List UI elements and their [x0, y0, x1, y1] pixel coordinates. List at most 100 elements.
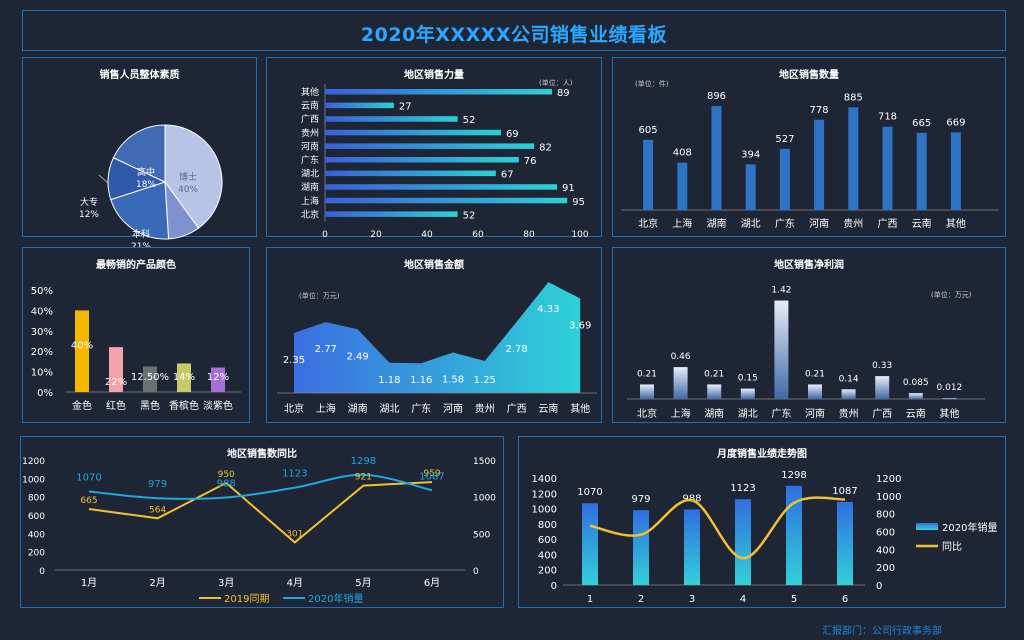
unit-note: (单位：万元)	[931, 290, 972, 299]
bar	[908, 393, 923, 399]
bar	[143, 366, 157, 392]
value-label: 778	[810, 105, 829, 116]
y-left-tick-label: 400	[538, 550, 557, 561]
bar	[325, 116, 458, 122]
value-label: 988	[682, 493, 701, 504]
line-series-2019	[88, 481, 433, 544]
value-label: 12.50%	[131, 372, 169, 383]
category-label: 4月	[287, 577, 303, 589]
value-label: 12%	[207, 372, 229, 383]
slice-label: 博士	[179, 171, 197, 183]
value-label: 0.14	[839, 374, 859, 384]
slice-value: 40%	[178, 185, 198, 195]
value-label: 1.18	[378, 375, 400, 386]
y-right-tick-label: 0	[473, 567, 479, 577]
pie-slice	[110, 181, 170, 240]
category-label: 河南	[805, 407, 825, 420]
panel-yoy: 地区销售数同比 0 200 400 600 800 1000 1200 0 500 1000 150…	[20, 436, 504, 608]
bar-chart-profit: (单位：万元) 0.21 北京 0.46 上海 0.21 湖南 0.15 湖北 1.42 广东 0.2…	[627, 286, 985, 420]
category-label: 1	[587, 594, 593, 605]
chart-title: 地区销售数量	[779, 70, 839, 81]
category-label: 淡紫色	[203, 399, 233, 412]
y-right-tick-label: 400	[876, 545, 895, 556]
value-label: 1.16	[410, 375, 432, 386]
category-label: 红色	[106, 399, 126, 412]
page-title: 2020年XXXXX公司销售业绩看板	[360, 24, 668, 46]
value-label: 669	[946, 117, 965, 128]
value-label: 40%	[71, 340, 93, 351]
bar	[325, 129, 501, 136]
category-label: 贵州	[475, 402, 495, 415]
value-label: 14%	[173, 372, 195, 383]
unit-note: (单位：人)	[539, 78, 573, 87]
category-label: 贵州	[301, 127, 319, 139]
category-label: 1月	[81, 577, 97, 589]
leader-line	[98, 174, 110, 185]
bar	[841, 389, 856, 399]
unit-note: (单位：万元)	[299, 291, 340, 300]
value-label: 0.21	[805, 369, 825, 379]
y-left-tick-label: 200	[28, 549, 45, 559]
bar-chart-quantity: (单位：件) 605 北京 408 上海 896 湖南 394 湖北 527 广东 778 河南 885 贵…	[621, 79, 999, 230]
pie-slice	[164, 124, 223, 229]
category-label: 5	[791, 594, 797, 605]
value-label: 1123	[730, 483, 755, 494]
y-left-tick-label: 1200	[532, 489, 557, 500]
category-label: 湖北	[379, 403, 399, 415]
bar	[707, 384, 722, 399]
slice-value: 12%	[79, 210, 99, 220]
line-series-yoy	[589, 496, 846, 560]
legend-label-2020: 2020年销量	[308, 592, 363, 605]
area-chart-amount: (单位：万元) 2.35 北京 2.77 上海 2.49 湖南 1.18 湖北 1.16 广东 1.5…	[277, 282, 597, 415]
bar	[950, 132, 961, 210]
value-label: 52	[463, 115, 476, 126]
y-right-tick-label: 600	[876, 528, 895, 539]
category-label: 其他	[570, 402, 590, 415]
slice-value: 18%	[136, 180, 156, 190]
value-label: 1070	[577, 487, 602, 498]
category-label: 其他	[939, 407, 959, 420]
chart-title: 地区销售金额	[404, 260, 464, 271]
bar	[325, 197, 568, 204]
bar	[774, 300, 789, 399]
value-label: 0.33	[872, 361, 892, 371]
x-tick-label: 20	[370, 230, 382, 240]
category-label: 广西	[872, 408, 892, 420]
combo-chart-trend: 0 200 400 600 800 1000 1200 1400 0 200 400 600 800 10…	[532, 470, 998, 605]
value-label: 665	[912, 118, 931, 129]
category-label: 云南	[906, 407, 926, 420]
category-label: 其他	[301, 86, 319, 98]
category-label: 云南	[912, 217, 932, 230]
y-left-tick-label: 600	[28, 512, 45, 522]
y-left-tick-label: 600	[538, 535, 557, 546]
value-label: 885	[844, 92, 863, 103]
x-tick-label: 100	[571, 230, 588, 240]
line-chart-yoy: 0 200 400 600 800 1000 1200 0 500 1000 1500 1月 2月 3月 4…	[22, 456, 496, 605]
category-label: 北京	[301, 208, 319, 220]
value-label-2019: 301	[286, 529, 303, 539]
y-left-tick-label: 1200	[22, 457, 45, 467]
chart-title: 月度销售业绩走势图	[717, 449, 807, 460]
unit-note: (单位：件)	[635, 79, 669, 88]
bar	[735, 499, 751, 585]
category-label: 6	[842, 594, 848, 605]
y-right-tick-label: 800	[876, 510, 895, 521]
x-tick-label: 40	[421, 230, 433, 240]
category-label: 贵州	[843, 217, 863, 230]
bar	[211, 367, 225, 392]
category-label: 广东	[771, 407, 791, 420]
category-label: 湖南	[707, 217, 727, 230]
category-label: 云南	[538, 402, 558, 415]
y-right-tick-label: 1000	[473, 494, 496, 504]
bar	[745, 164, 756, 210]
category-label: 上海	[671, 407, 691, 420]
panel-net-profit: 地区销售净利润 (单位：万元) 0.21 北京 0.46 上海 0.21 湖南 0.15 湖北 1…	[612, 247, 1006, 423]
value-label: 605	[639, 125, 658, 136]
category-label: 河南	[443, 402, 463, 415]
category-label: 河南	[301, 140, 319, 152]
bar	[325, 211, 458, 217]
value-label: 1298	[781, 470, 806, 481]
bar	[684, 509, 700, 585]
